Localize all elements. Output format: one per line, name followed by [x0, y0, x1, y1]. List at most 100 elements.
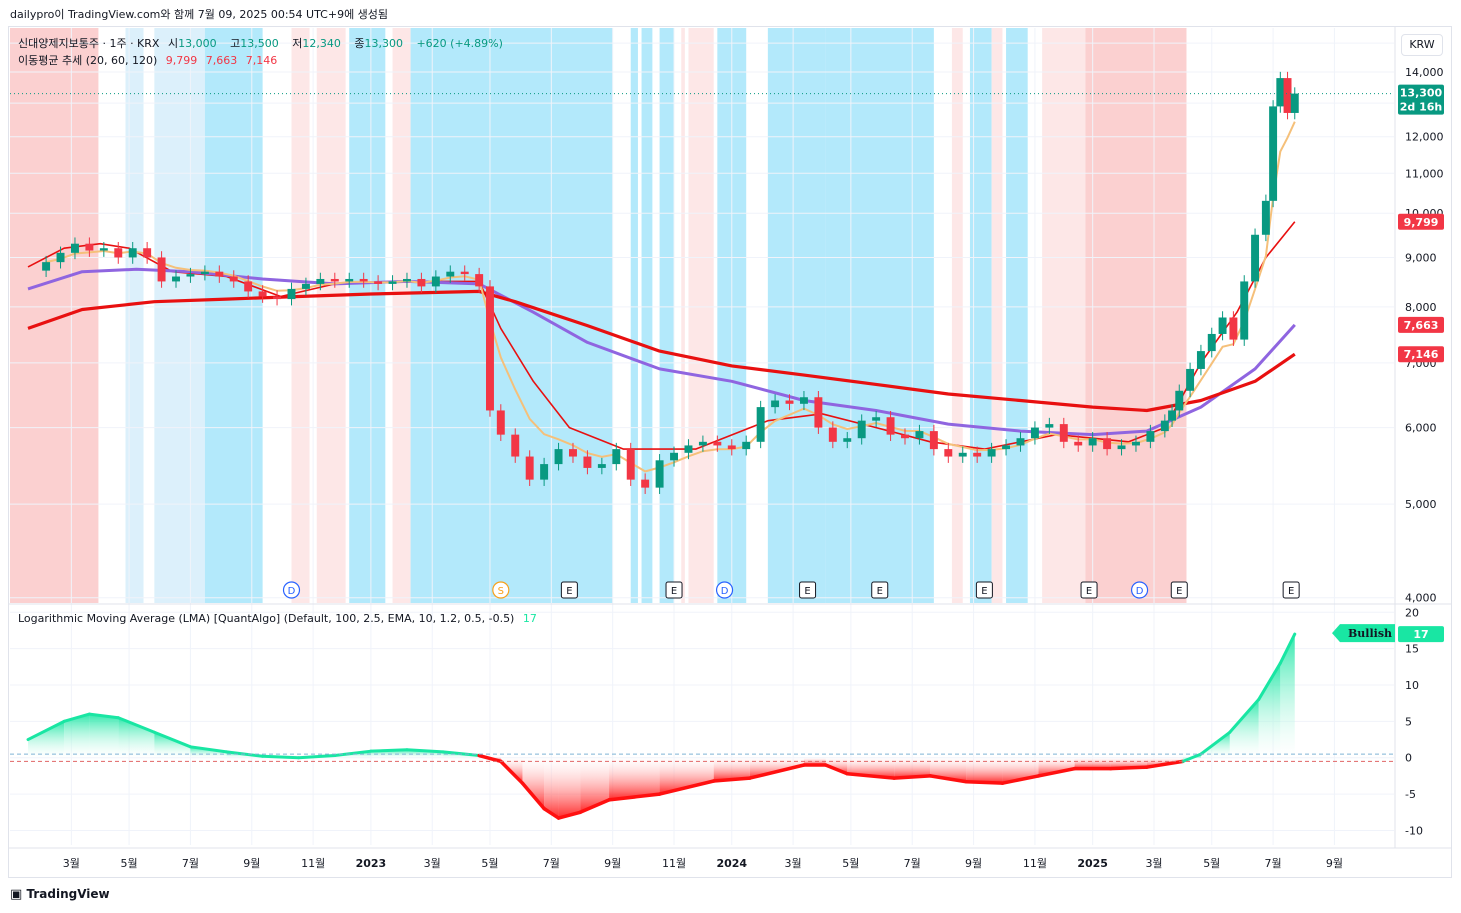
candle-body	[612, 449, 621, 465]
lma-area-segment	[154, 732, 191, 758]
lma-area-segment	[659, 757, 714, 795]
candle-body	[56, 252, 65, 263]
regime-band	[291, 28, 310, 603]
ma-line-ma60	[27, 267, 1296, 437]
candle-body	[857, 420, 866, 439]
grid-lines	[10, 28, 1394, 845]
tradingview-logo: ▣ TradingView	[10, 887, 110, 902]
lma-area-segment	[1038, 757, 1075, 776]
lma-line-segment	[928, 774, 969, 784]
price-tick-label: 8,000	[1405, 301, 1437, 314]
last-price-badge-text: 13,300	[1400, 87, 1443, 100]
candle-body	[901, 434, 909, 439]
time-tick-label: 9월	[604, 857, 621, 870]
bullish-signal-label: Bullish	[1348, 627, 1392, 640]
dividend-marker	[1130, 581, 1149, 599]
regime-band	[681, 28, 685, 603]
candle-body	[670, 452, 679, 461]
currency-button[interactable]: KRW	[1401, 34, 1443, 56]
candle-body	[973, 452, 982, 457]
candle-body	[597, 464, 606, 468]
time-tick-label: 7월	[543, 857, 560, 870]
ma20-badge-text: 9,799	[1404, 216, 1439, 229]
regime-band	[991, 28, 1003, 603]
lma-value-badge-text: 17	[1413, 628, 1428, 641]
candle-body	[1207, 333, 1216, 352]
candle-body	[316, 278, 325, 284]
regime-band	[1085, 28, 1187, 603]
lma-area-segment	[1229, 699, 1259, 758]
event-marker-label: E	[1176, 586, 1182, 597]
event-marker-label: D	[1136, 586, 1144, 597]
candle-body	[99, 248, 108, 251]
regime-band	[767, 28, 826, 603]
candle-body	[496, 410, 505, 435]
candle-body	[713, 441, 722, 446]
earnings-marker	[1170, 581, 1188, 599]
candle-body	[583, 456, 592, 468]
lma-line-segment	[62, 712, 91, 723]
background-bands	[10, 28, 1187, 603]
regime-band	[630, 28, 638, 603]
candle-body	[1251, 234, 1260, 282]
candle-body	[626, 449, 635, 480]
candle-body	[1186, 368, 1195, 391]
candle-body	[1059, 424, 1068, 442]
lma-line-segment	[261, 754, 301, 760]
candle-body	[785, 400, 794, 404]
earnings-marker	[1080, 581, 1098, 599]
time-tick-label: 3월	[63, 857, 80, 870]
time-tick-label: 2025	[1077, 857, 1108, 870]
low-value: 12,340	[302, 37, 341, 50]
event-marker-label: E	[566, 586, 572, 597]
lma-area-segment	[544, 757, 559, 819]
indicator-tick-label: 20	[1405, 606, 1419, 619]
lma-indicator	[10, 632, 1394, 820]
event-marker-label: E	[877, 586, 883, 597]
lma-area-segment	[966, 757, 1003, 784]
candle-body	[569, 449, 577, 457]
price-tick-label: 14,000	[1405, 66, 1444, 79]
indicator-tick-label: 15	[1405, 643, 1419, 656]
earnings-marker	[1282, 581, 1300, 599]
regime-band	[392, 28, 411, 603]
event-marker-label: E	[1086, 586, 1092, 597]
candle-body	[698, 441, 707, 446]
regime-band	[688, 28, 714, 603]
last-price-badge-bg	[1398, 84, 1444, 115]
candle-body	[1088, 438, 1097, 446]
lma-area-segment	[89, 714, 119, 758]
last-price-badge-text: 2d 16h	[1400, 101, 1443, 114]
ma20-badge: 9,799	[1398, 213, 1444, 230]
candle-body	[1269, 106, 1278, 201]
time-tick-label: 3월	[1145, 857, 1162, 870]
candle-body	[128, 248, 137, 258]
candle-body	[1146, 431, 1155, 442]
candle-body	[431, 276, 440, 287]
candle-body	[641, 479, 650, 488]
candle-body	[771, 400, 780, 408]
time-tick-label: 5월	[121, 857, 138, 870]
lma-line-segment	[578, 798, 611, 815]
price-tick-label: 12,000	[1405, 131, 1444, 144]
bullish-signal-tag: Bullish	[1332, 624, 1395, 643]
candle-body	[1131, 441, 1140, 446]
candle-body	[727, 445, 736, 450]
lma-area-segment	[894, 757, 931, 779]
event-marker-label: D	[721, 586, 729, 597]
event-marker-label: S	[498, 586, 504, 597]
event-marker-label: E	[671, 586, 677, 597]
candle-body	[388, 281, 397, 284]
lma-line-segment	[1199, 730, 1232, 756]
candle-body	[814, 397, 823, 428]
lma-value-badge: 17	[1398, 626, 1444, 643]
axes: 4,0005,0006,0007,0008,0009,00010,00011,0…	[8, 26, 1452, 870]
candle-body	[345, 278, 354, 282]
lma-line-segment	[369, 748, 409, 753]
candle-body	[958, 452, 967, 457]
lma-area-segment	[522, 757, 545, 809]
earnings-marker	[871, 581, 889, 599]
candle-body	[1218, 317, 1227, 334]
dividend-marker	[715, 581, 734, 599]
